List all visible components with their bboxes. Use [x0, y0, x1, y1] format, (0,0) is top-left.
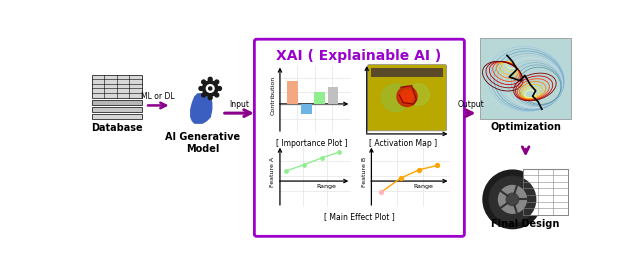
Point: [414, 168, 424, 172]
Bar: [287, 81, 298, 104]
Bar: [371, 68, 444, 77]
Circle shape: [397, 86, 417, 107]
Bar: [301, 104, 312, 114]
Point: [376, 190, 386, 195]
Circle shape: [202, 81, 218, 96]
Text: [ Importance Plot ]: [ Importance Plot ]: [276, 139, 348, 147]
Bar: [524, 169, 568, 215]
Circle shape: [208, 96, 212, 100]
Point: [280, 169, 291, 173]
Text: ML or DL: ML or DL: [141, 92, 175, 101]
Point: [317, 156, 327, 160]
Circle shape: [202, 80, 205, 84]
Circle shape: [499, 186, 527, 213]
Circle shape: [202, 93, 205, 97]
Circle shape: [408, 84, 429, 105]
Circle shape: [206, 85, 214, 92]
Circle shape: [489, 176, 536, 222]
Text: [ Main Effect Plot ]: [ Main Effect Plot ]: [324, 213, 394, 221]
Bar: [328, 87, 339, 104]
Circle shape: [381, 84, 410, 112]
FancyBboxPatch shape: [254, 39, 465, 236]
Bar: [92, 114, 142, 119]
Point: [432, 163, 442, 168]
FancyBboxPatch shape: [367, 65, 447, 131]
Point: [334, 150, 344, 154]
Text: [ Activation Map ]: [ Activation Map ]: [369, 139, 437, 147]
Circle shape: [483, 170, 542, 229]
Text: Range: Range: [413, 184, 433, 189]
Text: Final Design: Final Design: [492, 220, 560, 229]
Circle shape: [215, 93, 219, 97]
Text: Feature B: Feature B: [362, 156, 367, 186]
Point: [396, 176, 406, 180]
Text: XAI ( Explainable AI ): XAI ( Explainable AI ): [276, 49, 442, 63]
Point: [300, 162, 310, 167]
Text: Database: Database: [91, 123, 143, 133]
Bar: [92, 75, 142, 98]
Bar: [480, 38, 572, 119]
Text: Feature A: Feature A: [271, 156, 275, 186]
Circle shape: [199, 87, 203, 90]
Text: Range: Range: [316, 184, 336, 189]
Bar: [314, 92, 325, 104]
Text: Optimization: Optimization: [490, 122, 561, 132]
Text: Contribution: Contribution: [271, 76, 275, 115]
Circle shape: [506, 193, 518, 206]
Text: Input: Input: [229, 100, 249, 108]
Circle shape: [218, 87, 221, 90]
Bar: [92, 100, 142, 105]
Circle shape: [208, 77, 212, 81]
Text: AI Generative
Model: AI Generative Model: [165, 132, 240, 154]
Polygon shape: [191, 94, 212, 123]
Circle shape: [401, 90, 413, 103]
Text: Output: Output: [457, 100, 484, 108]
Circle shape: [209, 87, 212, 90]
Bar: [92, 107, 142, 112]
Circle shape: [215, 80, 219, 84]
